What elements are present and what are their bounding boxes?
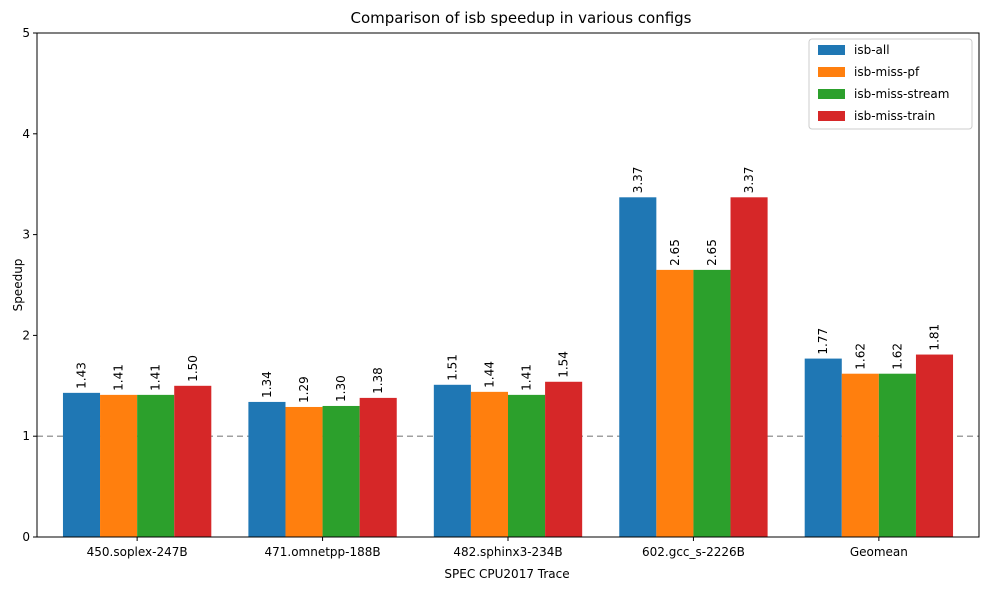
data-label: 3.37: [742, 167, 756, 194]
data-label: 3.37: [631, 167, 645, 194]
bar: [508, 394, 546, 537]
data-label: 1.50: [186, 355, 200, 382]
data-label: 1.77: [816, 328, 830, 355]
legend-box: [808, 38, 973, 130]
data-label: 1.62: [890, 343, 904, 370]
data-label: 1.38: [371, 367, 385, 394]
bar: [359, 397, 397, 537]
bar: [730, 197, 768, 537]
bar: [322, 405, 360, 537]
x-tick-label: 450.soplex-247B: [87, 545, 188, 559]
bar: [137, 394, 175, 537]
x-tick-label: 482.sphinx3-234B: [453, 545, 562, 559]
x-tick-label: 471.omnetpp-188B: [264, 545, 380, 559]
axes-frame: [36, 32, 980, 538]
legend-swatch: [818, 89, 845, 99]
y-tick-label: 5: [22, 26, 30, 40]
data-label: 1.41: [520, 364, 534, 391]
bar: [693, 269, 731, 537]
legend-swatch: [818, 111, 845, 121]
legend-label: isb-all: [854, 43, 890, 57]
y-tick-label: 4: [22, 127, 30, 141]
data-label: 1.29: [297, 376, 311, 403]
bar: [804, 358, 842, 537]
data-label: 1.34: [260, 371, 274, 398]
bar: [100, 394, 138, 537]
x-tick-label: 602.gcc_s-2226B: [642, 545, 745, 559]
data-label: 1.44: [482, 361, 496, 388]
legend-label: isb-miss-stream: [854, 87, 949, 101]
bar: [619, 197, 657, 537]
bar: [174, 385, 212, 537]
legend: isb-all isb-miss-pf isb-miss-stream isb-mis…: [808, 38, 973, 130]
y-tick-label: 0: [22, 530, 30, 544]
y-tick-label: 1: [22, 429, 30, 443]
data-label: 1.54: [557, 351, 571, 378]
data-label: 1.41: [149, 364, 163, 391]
data-label: 2.65: [705, 239, 719, 266]
bar: [878, 373, 916, 537]
bar: [470, 391, 508, 537]
bar: [915, 354, 954, 537]
legend-label: isb-miss-pf: [854, 65, 920, 79]
x-axis-label: SPEC CPU2017 Trace: [444, 567, 569, 581]
data-label: 1.51: [445, 354, 459, 381]
data-label: 1.30: [334, 375, 348, 402]
bar: [545, 381, 583, 537]
data-label: 1.43: [75, 362, 89, 389]
x-tick-label: Geomean: [850, 545, 908, 559]
data-label: 1.81: [927, 324, 941, 351]
chart-title: Comparison of isb speedup in various con…: [350, 9, 691, 27]
bar: [841, 373, 879, 537]
data-label: 1.41: [112, 364, 126, 391]
data-label: 1.62: [853, 343, 867, 370]
bar: [285, 406, 323, 537]
data-label: 2.65: [668, 239, 682, 266]
bar: [433, 384, 471, 537]
plot-area: 1.43 1.41 1.41 1.50 450.soplex-247B 1.34 1.29 1…: [22, 26, 980, 559]
legend-label: isb-miss-train: [854, 109, 935, 123]
y-axis-label: Speedup: [11, 259, 25, 312]
y-tick-label: 3: [22, 228, 30, 242]
bar: [656, 269, 694, 537]
bar: [248, 401, 286, 537]
legend-swatch: [818, 67, 845, 77]
legend-swatch: [818, 45, 845, 55]
y-tick-label: 2: [22, 328, 30, 342]
bar: [62, 392, 101, 537]
